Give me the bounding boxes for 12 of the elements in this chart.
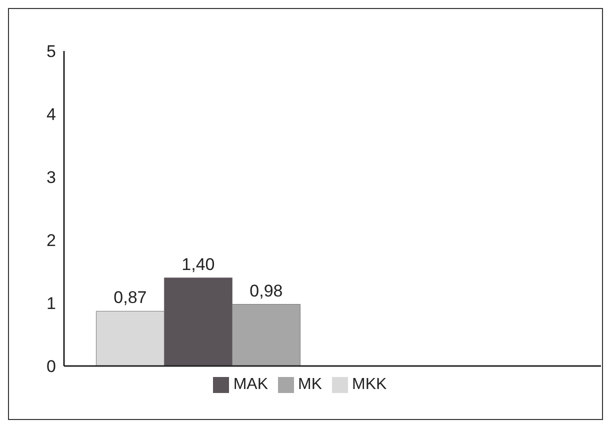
data-label: 1,40	[182, 254, 215, 274]
legend-label: MKK	[352, 376, 387, 393]
y-tick-label: 5	[46, 42, 56, 62]
legend-label: MK	[298, 376, 322, 393]
y-tick-label: 1	[46, 294, 56, 314]
y-tick-label: 2	[46, 231, 56, 250]
data-label: 0,98	[250, 281, 283, 300]
legend-label: MAK	[233, 376, 268, 393]
y-tick-label: 0	[46, 357, 56, 376]
y-tick-label: 3	[46, 168, 56, 188]
data-label: 0,87	[114, 288, 147, 308]
y-tick-label: 4	[46, 105, 56, 124]
